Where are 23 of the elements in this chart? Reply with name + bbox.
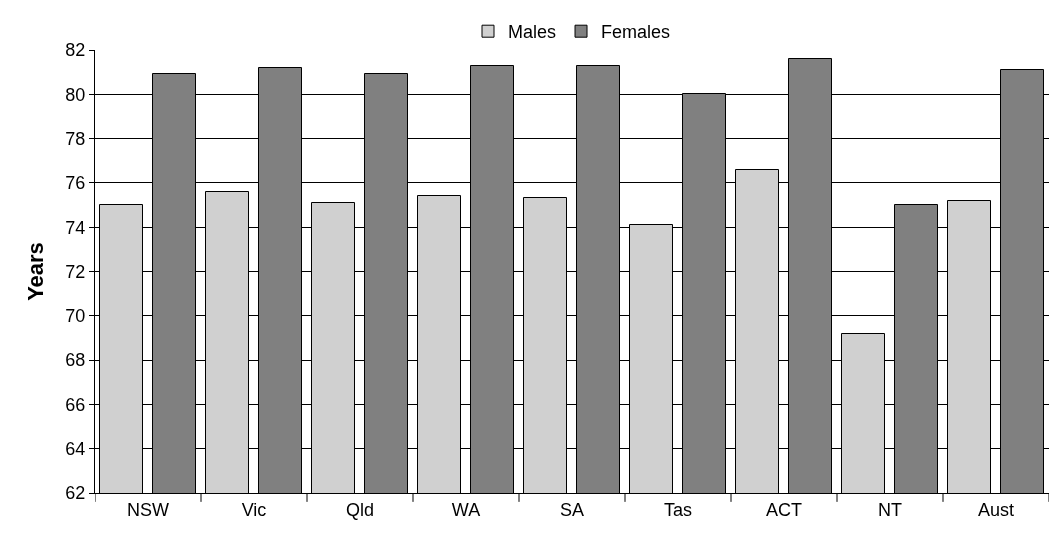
- y-tick-label: 70: [65, 306, 86, 327]
- y-tick-label: 72: [65, 261, 86, 282]
- y-tick-label: 76: [65, 173, 86, 194]
- y-tick-label: 78: [65, 128, 86, 149]
- x-tick-label: Qld: [345, 499, 375, 520]
- x-tick-label: NSW: [127, 499, 169, 520]
- y-axis-title: Years: [23, 242, 49, 301]
- y-tick-label: 80: [65, 84, 86, 105]
- y-tick-label: 66: [65, 394, 86, 415]
- y-tick-label: 74: [65, 217, 86, 238]
- y-tick-label: 82: [65, 40, 86, 61]
- x-tick-label: SA: [559, 499, 585, 520]
- legend-label: Females: [601, 22, 671, 43]
- x-tick-label: Vic: [241, 499, 267, 520]
- legend-label: Males: [508, 22, 557, 43]
- y-tick-label: 68: [65, 350, 86, 371]
- x-tick-label: ACT: [766, 499, 802, 520]
- x-tick-label: Aust: [977, 499, 1015, 520]
- x-tick-label: WA: [451, 499, 481, 520]
- y-tick-label: 62: [65, 483, 86, 504]
- y-tick-label: 64: [65, 439, 86, 459]
- x-tick-label: Tas: [663, 499, 693, 520]
- x-tick-label: NT: [878, 499, 902, 520]
